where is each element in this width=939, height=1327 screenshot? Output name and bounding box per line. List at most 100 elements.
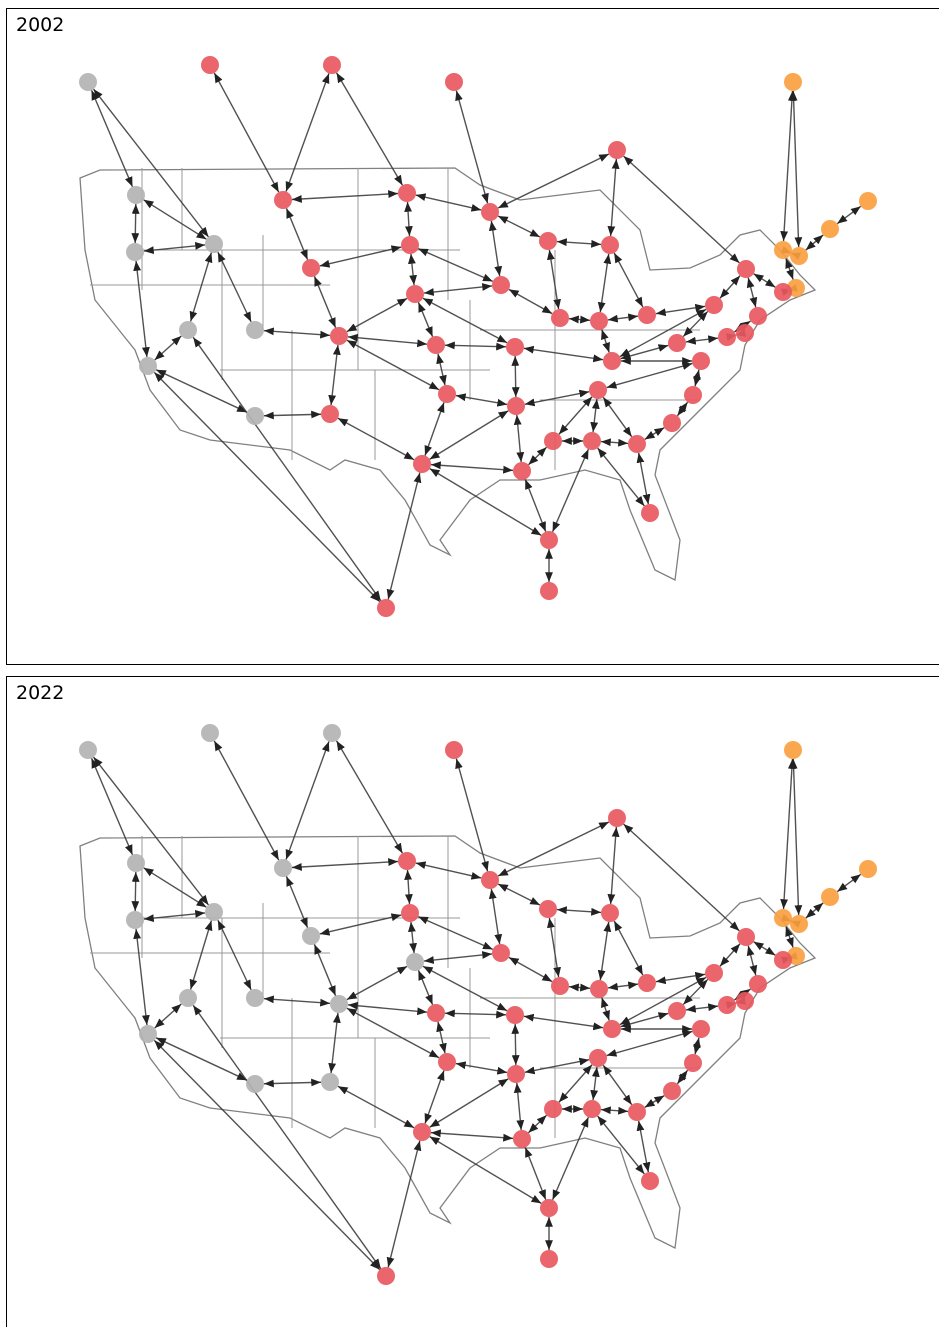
edge	[424, 1070, 445, 1124]
edge	[606, 1030, 693, 1057]
edge	[143, 867, 207, 908]
edge	[444, 1009, 507, 1019]
edge	[436, 353, 447, 386]
node	[438, 1053, 456, 1071]
node	[718, 328, 736, 346]
node	[445, 73, 463, 91]
edge	[780, 758, 796, 910]
edge	[597, 1115, 645, 1175]
node	[540, 1250, 558, 1268]
edge	[328, 344, 341, 406]
edge	[601, 329, 610, 353]
node	[641, 504, 659, 522]
edge	[556, 906, 602, 916]
edge	[430, 1129, 514, 1142]
edge	[346, 297, 408, 333]
edge	[497, 215, 541, 238]
map-panel: 2022	[6, 676, 939, 1327]
node	[668, 1002, 686, 1020]
edge	[511, 355, 520, 398]
node	[323, 56, 341, 74]
node	[413, 1123, 431, 1141]
edge	[429, 1078, 509, 1128]
node	[401, 236, 419, 254]
edge	[192, 1004, 382, 1270]
edge	[606, 362, 693, 389]
node	[274, 191, 292, 209]
edge	[455, 393, 508, 407]
edge	[346, 965, 408, 1001]
node	[601, 236, 619, 254]
node	[668, 334, 686, 352]
node	[205, 903, 223, 921]
node	[377, 1267, 395, 1285]
node	[736, 324, 754, 342]
edge	[346, 339, 440, 391]
edge	[444, 341, 507, 351]
edge	[313, 276, 337, 328]
edge	[408, 253, 417, 286]
node	[246, 407, 264, 425]
node	[323, 724, 341, 742]
edge	[597, 253, 612, 313]
edge	[319, 913, 402, 936]
edge	[285, 741, 330, 860]
edge	[422, 965, 508, 1012]
node	[641, 1172, 659, 1190]
node	[302, 259, 320, 277]
edge	[602, 396, 633, 438]
node	[513, 462, 531, 480]
edge	[601, 997, 610, 1021]
edge	[347, 333, 428, 348]
edge	[558, 1064, 593, 1103]
edge	[527, 446, 548, 466]
edge	[429, 1136, 542, 1204]
node	[445, 741, 463, 759]
node	[127, 854, 145, 872]
node	[401, 904, 419, 922]
edge	[547, 917, 561, 978]
node	[79, 741, 97, 759]
node	[859, 192, 877, 210]
edge	[524, 389, 590, 407]
edge	[655, 303, 706, 317]
node	[377, 599, 395, 617]
node	[506, 338, 524, 356]
node	[506, 1006, 524, 1024]
edge	[602, 1064, 633, 1106]
node	[737, 260, 755, 278]
edge	[154, 1003, 182, 1029]
node	[539, 232, 557, 250]
edge	[386, 472, 422, 600]
node	[663, 1082, 681, 1100]
node	[590, 980, 608, 998]
node	[774, 241, 792, 259]
node	[513, 1130, 531, 1148]
edge	[386, 1140, 422, 1268]
edge	[217, 251, 252, 323]
edge	[620, 344, 669, 360]
edge	[417, 302, 434, 337]
node	[551, 309, 569, 327]
node	[544, 1100, 562, 1118]
node	[406, 953, 424, 971]
node	[784, 741, 802, 759]
node	[321, 405, 339, 423]
node	[330, 995, 348, 1013]
node	[774, 951, 792, 969]
edge	[753, 941, 776, 956]
edge	[805, 902, 824, 919]
edge	[692, 1037, 702, 1055]
edge	[143, 241, 206, 255]
node	[79, 73, 97, 91]
edge	[285, 73, 330, 192]
edge	[511, 1023, 520, 1066]
edge	[415, 193, 482, 212]
edge	[524, 479, 547, 532]
edge	[719, 943, 741, 967]
edge	[488, 888, 503, 945]
edge	[676, 1069, 689, 1085]
node	[398, 852, 416, 870]
node	[663, 414, 681, 432]
node	[736, 992, 754, 1010]
